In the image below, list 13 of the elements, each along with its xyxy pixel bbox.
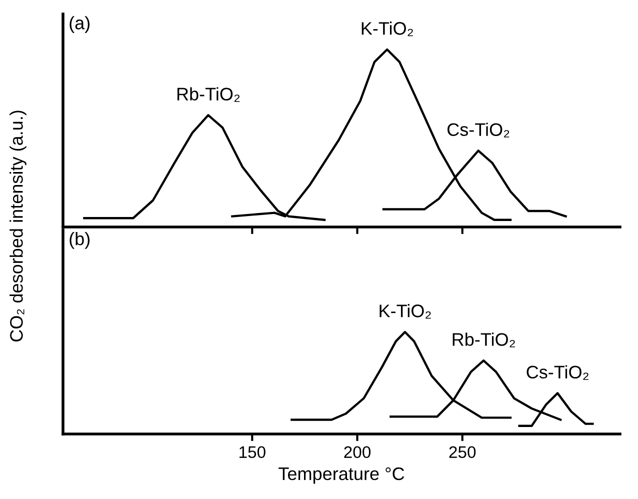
text: K-TiO₂ [362,22,413,36]
y-axis-title: CO₂ desorbed intensity (a.u.) [10,110,26,342]
annotation: Rb-TiO₂ [177,87,240,102]
annotation: Cs-TiO₂ [526,365,588,380]
text: (b) [70,232,90,249]
text: (a) [70,16,90,33]
x-tick-label: 200 [344,446,371,458]
x-tick-label: 250 [449,446,476,458]
annotation: Cs-TiO₂ [448,122,510,138]
x-axis-title: Temperature °C [278,467,404,484]
x-tick-label: 150 [240,446,266,458]
annotation: Rb-TiO₂ [452,332,515,348]
text: K-TiO₂ [380,304,431,319]
